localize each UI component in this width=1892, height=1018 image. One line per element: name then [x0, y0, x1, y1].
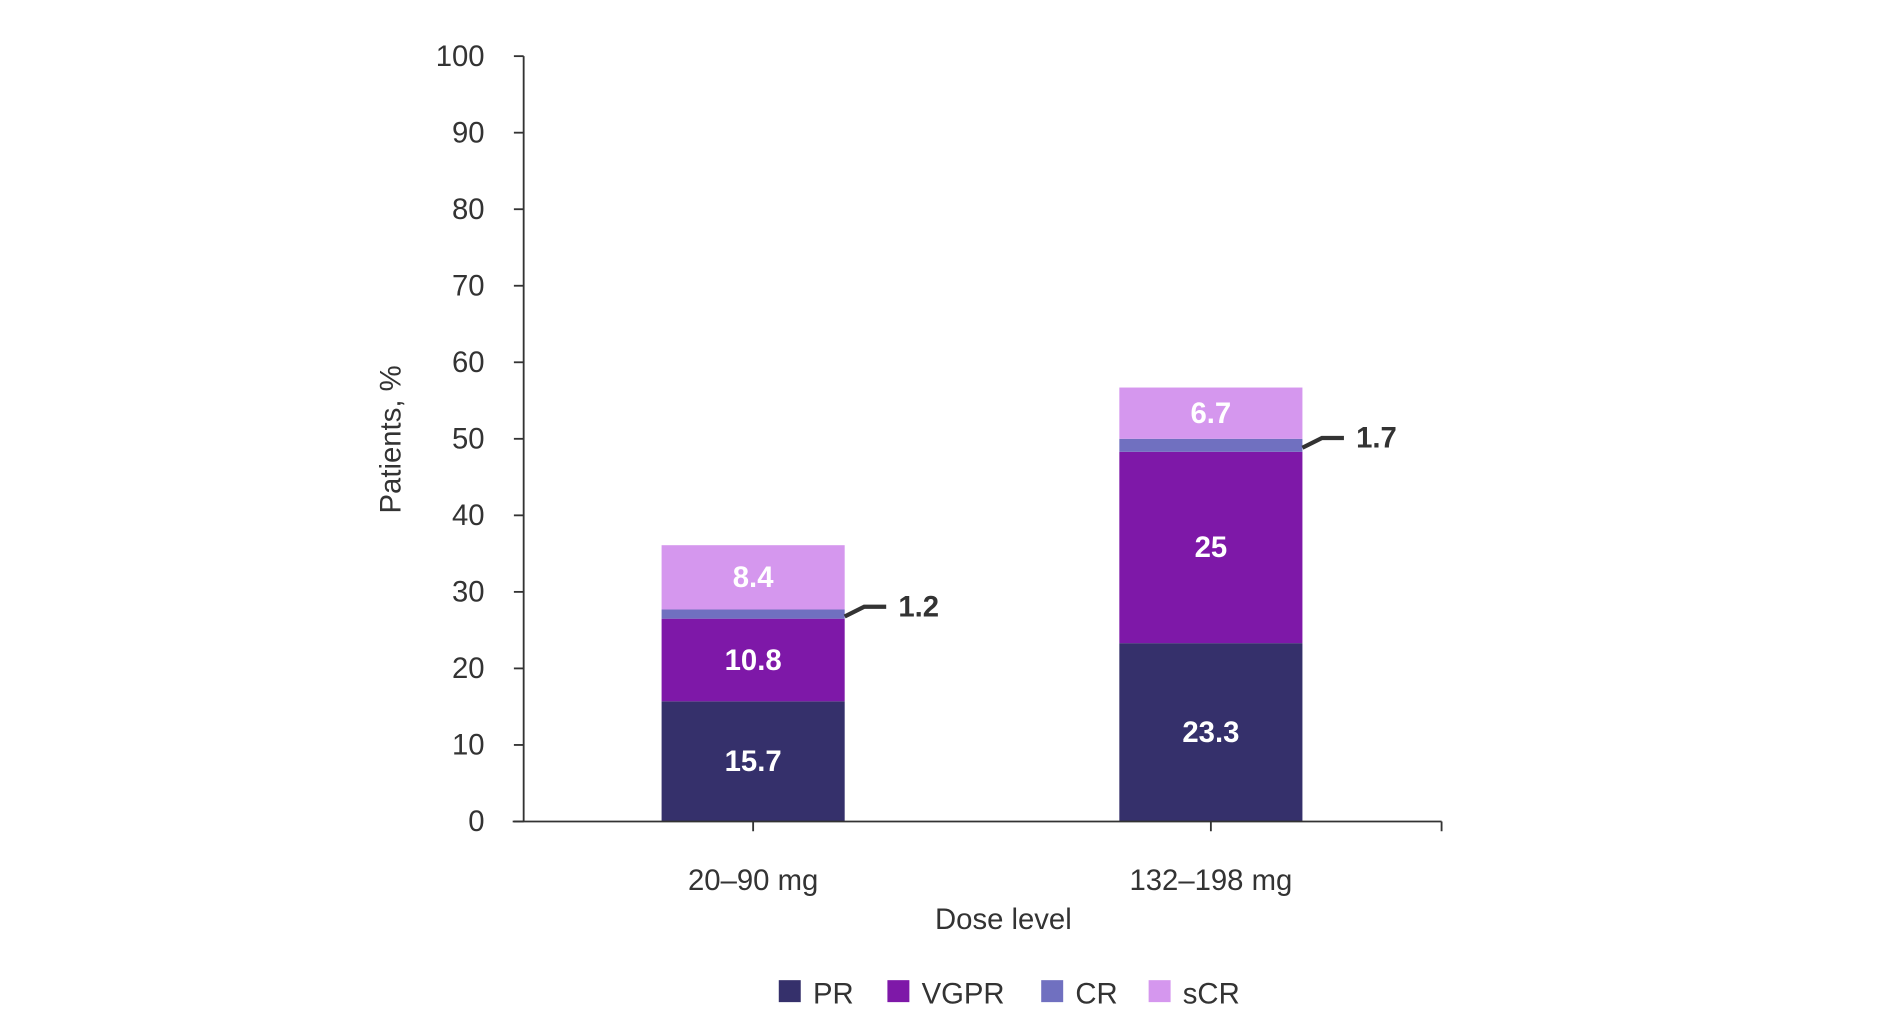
legend-swatch-pr [778, 980, 801, 1003]
data-label: 15.7 [725, 745, 782, 778]
x-axis-title: Dose level [935, 903, 1072, 936]
y-tick-label: 20 [452, 652, 485, 685]
bar-segment-cr [1119, 438, 1303, 452]
y-tick-label: 90 [452, 116, 485, 149]
y-axis-title: Patients, % [374, 365, 407, 513]
bar-segment-scr [1119, 387, 1303, 439]
y-tick-label: 60 [452, 346, 485, 379]
x-axis-categories: 20–90 mg 132–198 mg [688, 821, 1292, 897]
bar-segment-vgpr [1119, 451, 1303, 644]
data-label-leader [1301, 435, 1344, 450]
data-label: 23.3 [1182, 716, 1239, 749]
bar-segment-pr [661, 701, 845, 822]
legend-label: CR [1075, 977, 1117, 1010]
y-tick-label: 40 [452, 499, 485, 532]
bars: 15.7 10.8 1.2 8.4 23.3 25 1.7 6.7 [661, 387, 1397, 822]
legend-swatch-cr [1041, 980, 1064, 1003]
y-tick-label: 0 [468, 805, 484, 838]
legend-swatch-scr [1148, 980, 1171, 1003]
y-tick-label: 10 [452, 729, 485, 762]
bar-segment-scr [661, 545, 845, 610]
data-label: 1.7 [1356, 422, 1397, 455]
data-label: 10.8 [725, 644, 782, 677]
data-label-leader [843, 604, 887, 619]
x-tick-label: 20–90 mg [688, 864, 818, 897]
data-label: 25 [1195, 531, 1228, 564]
y-tick-label: 100 [436, 40, 485, 73]
legend-label: PR [813, 977, 854, 1010]
legend-label: sCR [1183, 977, 1240, 1010]
legend-swatch-vgpr [887, 980, 910, 1003]
x-tick-label: 132–198 mg [1129, 864, 1292, 897]
y-axis-ticks: 0 10 20 30 40 50 60 70 80 90 100 [436, 40, 524, 838]
y-tick-label: 30 [452, 576, 485, 609]
legend: PR VGPR CR sCR [778, 977, 1240, 1010]
y-tick-label: 80 [452, 193, 485, 226]
y-tick-label: 70 [452, 270, 485, 303]
y-tick-label: 50 [452, 423, 485, 456]
data-label: 8.4 [733, 561, 774, 594]
bar-segment-pr [1119, 643, 1303, 822]
bar-segment-cr [661, 609, 845, 619]
data-label: 6.7 [1191, 397, 1232, 430]
bar-segment-vgpr [661, 618, 845, 702]
legend-label: VGPR [922, 977, 1005, 1010]
data-label: 1.2 [898, 591, 939, 624]
